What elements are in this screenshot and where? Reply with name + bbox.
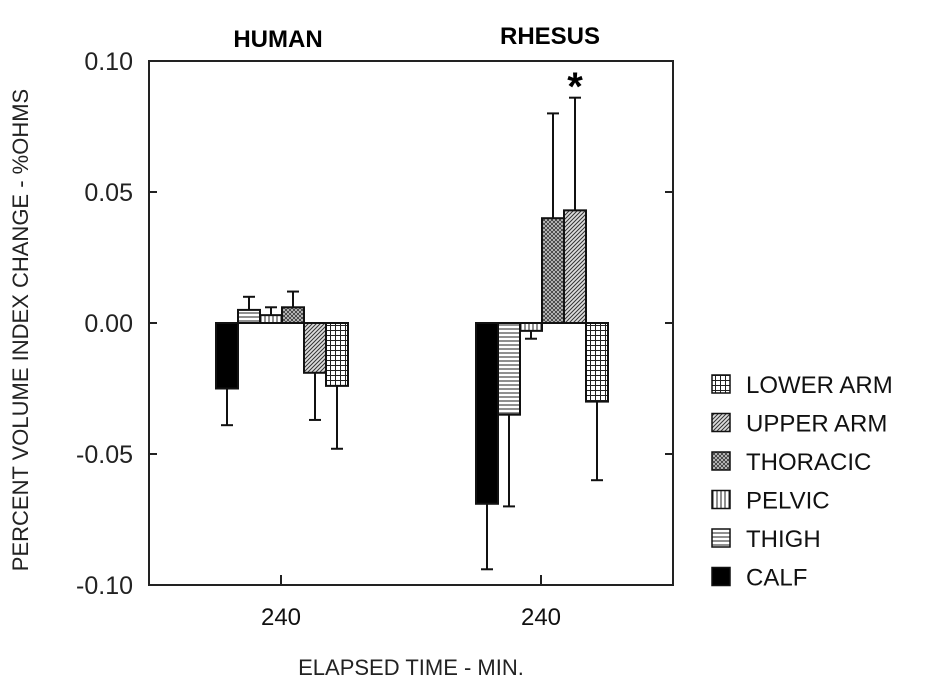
bar-thigh: [237, 308, 261, 324]
ytick-label: -0.05: [76, 441, 133, 469]
bar-upper-arm: [563, 209, 587, 324]
ytick-label: 0.10: [84, 48, 133, 76]
bar-lower-arm: [325, 322, 349, 387]
bar-thoracic: [541, 217, 565, 324]
bar-thigh: [497, 322, 521, 416]
legend-label: THIGH: [746, 526, 821, 553]
bar-calf: [215, 322, 239, 390]
bar-thoracic: [281, 306, 305, 324]
legend-swatch-thigh: [711, 528, 731, 548]
bar-pelvic: [259, 314, 283, 325]
ytick-label: 0.00: [84, 310, 133, 338]
legend-swatch-pelvic: [711, 489, 731, 510]
group-label-rhesus: RHESUS: [500, 23, 600, 50]
legend: LOWER ARM UPPER ARM THORACIC PELVIC THIGH CAL…: [711, 372, 893, 592]
ytick-label: 0.05: [84, 179, 133, 207]
y-axis: 0.10 0.05 0.00 -0.05 -0.10: [76, 48, 673, 600]
significance-asterisk: *: [567, 65, 583, 109]
bar-calf: [475, 322, 499, 505]
legend-swatch-upper-arm: [711, 412, 731, 433]
ytick-label: -0.10: [76, 572, 133, 600]
legend-label: LOWER ARM: [746, 372, 893, 399]
y-axis-title: PERCENT VOLUME INDEX CHANGE - %OHMS: [8, 89, 33, 571]
group-label-human: HUMAN: [233, 26, 322, 53]
legend-swatch-lower-arm: [711, 374, 731, 394]
bar-lower-arm: [585, 322, 609, 403]
legend-label: PELVIC: [746, 488, 830, 515]
xtick-label-rhesus: 240: [521, 604, 561, 631]
bars: [215, 96, 609, 571]
legend-label: THORACIC: [746, 449, 871, 476]
bar-upper-arm: [303, 322, 327, 374]
legend-swatch-thoracic: [711, 451, 731, 471]
legend-label: CALF: [746, 565, 807, 592]
x-axis: 240 240: [261, 575, 561, 631]
x-axis-title: ELAPSED TIME - MIN.: [298, 655, 524, 680]
legend-swatch-calf: [711, 566, 731, 587]
bar-pelvic: [519, 322, 543, 332]
xtick-label-human: 240: [261, 604, 301, 631]
legend-label: UPPER ARM: [746, 411, 887, 438]
